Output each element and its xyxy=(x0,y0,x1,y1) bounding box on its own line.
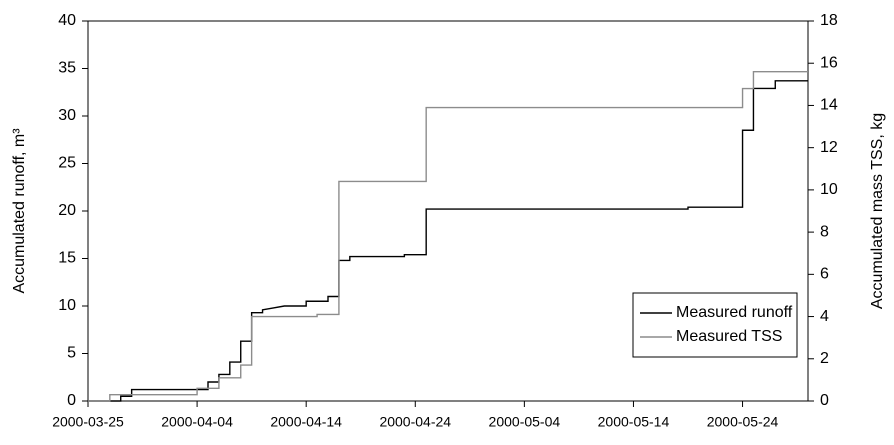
x-tick-label: 2000-04-04 xyxy=(161,414,233,430)
y-tick-label: 10 xyxy=(58,297,76,314)
y-tick-label: 0 xyxy=(67,392,76,409)
x-tick-label: 2000-04-14 xyxy=(270,414,342,430)
y2-tick-label: 8 xyxy=(820,223,829,240)
y2-tick-label: 6 xyxy=(820,266,829,283)
y2-axis-label: Accumulated mass TSS, kg xyxy=(869,113,886,309)
y2-tick-label: 14 xyxy=(820,97,838,114)
x-tick-label: 2000-04-24 xyxy=(379,414,451,430)
y-tick-label: 25 xyxy=(58,155,76,172)
legend-label: Measured TSS xyxy=(676,328,782,345)
y-axis-label: Accumulated runoff, m³ xyxy=(11,128,28,294)
y-tick-label: 20 xyxy=(58,202,76,219)
y-tick-label: 30 xyxy=(58,107,76,124)
y-tick-label: 35 xyxy=(58,60,76,77)
y-tick-label: 5 xyxy=(67,345,76,362)
y2-tick-label: 2 xyxy=(820,350,829,367)
series-line xyxy=(88,70,808,402)
x-tick-label: 2000-03-25 xyxy=(52,414,124,430)
legend-box xyxy=(632,292,798,358)
x-tick-label: 2000-05-24 xyxy=(707,414,779,430)
y2-tick-label: 18 xyxy=(820,12,838,29)
x-tick-label: 2000-05-14 xyxy=(598,414,670,430)
legend-label: Measured runoff xyxy=(676,304,793,321)
y2-tick-label: 12 xyxy=(820,139,838,156)
y2-tick-label: 10 xyxy=(820,181,838,198)
y2-tick-label: 16 xyxy=(820,54,838,71)
y-tick-label: 40 xyxy=(58,12,76,29)
y2-tick-label: 4 xyxy=(820,308,829,325)
y2-tick-label: 0 xyxy=(820,392,829,409)
x-tick-label: 2000-05-04 xyxy=(489,414,561,430)
series-line xyxy=(88,80,808,402)
y-tick-label: 15 xyxy=(58,250,76,267)
